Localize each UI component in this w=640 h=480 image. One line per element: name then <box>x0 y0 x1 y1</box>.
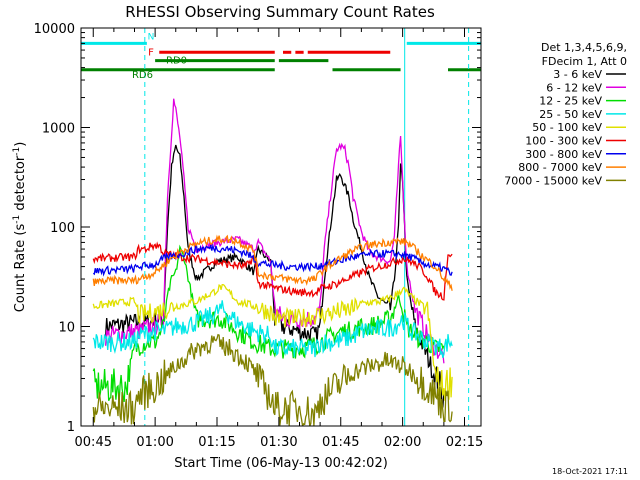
flag-label-f: F <box>148 47 154 58</box>
x-axis-label: Start Time (06-May-13 00:42:02) <box>174 456 388 471</box>
instrument-flags <box>81 41 481 72</box>
x-axis: 00:45 01:00 01:15 01:30 01:45 02:00 02:15 <box>75 28 483 450</box>
x-tick-label: 00:45 <box>75 435 112 450</box>
y-tick-label: 10000 <box>34 22 75 37</box>
legend-label: 800 - 7000 keV <box>518 161 602 174</box>
series-group <box>92 98 453 426</box>
series-line-0 <box>104 144 445 408</box>
y-tick-label: 1 <box>67 420 75 435</box>
x-tick-label: 01:15 <box>198 435 235 450</box>
plot-frame <box>80 27 482 427</box>
x-tick-label: 02:15 <box>446 435 483 450</box>
legend-label: 7000 - 15000 keV <box>504 174 602 187</box>
legend-header-line-2: FDecim 1, Att 0 <box>542 55 627 68</box>
series-line-7 <box>92 234 453 291</box>
legend-label: 25 - 50 keV <box>539 108 602 121</box>
series-line-5 <box>92 241 453 301</box>
y-tick-label: 10 <box>58 321 75 336</box>
legend-label: 300 - 800 keV <box>525 148 602 161</box>
legend-label: 50 - 100 keV <box>532 121 602 134</box>
x-tick-label: 01:00 <box>136 435 173 450</box>
legend-label: 100 - 300 keV <box>525 135 602 148</box>
x-tick-label: 01:30 <box>260 435 297 450</box>
legend-label: 3 - 6 keV <box>553 68 602 81</box>
y-tick-label: 100 <box>50 221 75 236</box>
flag-label-rd0: RD0 <box>166 56 187 67</box>
x-tick-label: 01:45 <box>322 435 359 450</box>
x-tick-label: 02:00 <box>384 435 421 450</box>
legend-label: 6 - 12 keV <box>546 81 602 94</box>
y-tick-label: 1000 <box>42 122 75 137</box>
y-axis-label: Count Rate (s-1 detector-1) <box>12 142 28 313</box>
flag-label-rd6: RD6 <box>132 70 153 81</box>
series-line-4 <box>92 283 453 402</box>
legend: Det 1,3,4,5,6,9, FDecim 1, Att 0 3 - 6 k… <box>504 41 627 187</box>
legend-header-line-1: Det 1,3,4,5,6,9, <box>541 41 627 54</box>
chart-title: RHESSI Observing Summary Count Rates <box>125 3 435 21</box>
flag-label-n: N <box>148 32 155 42</box>
series-line-8 <box>92 333 453 426</box>
footer-date: 18-Oct-2021 17:11 <box>552 467 628 476</box>
legend-label: 12 - 25 keV <box>539 95 602 108</box>
series-line-2 <box>92 244 445 404</box>
y-axis: 1 10 100 1000 10000 <box>34 22 481 435</box>
series-line-3 <box>92 300 453 359</box>
series-line-6 <box>92 242 453 277</box>
